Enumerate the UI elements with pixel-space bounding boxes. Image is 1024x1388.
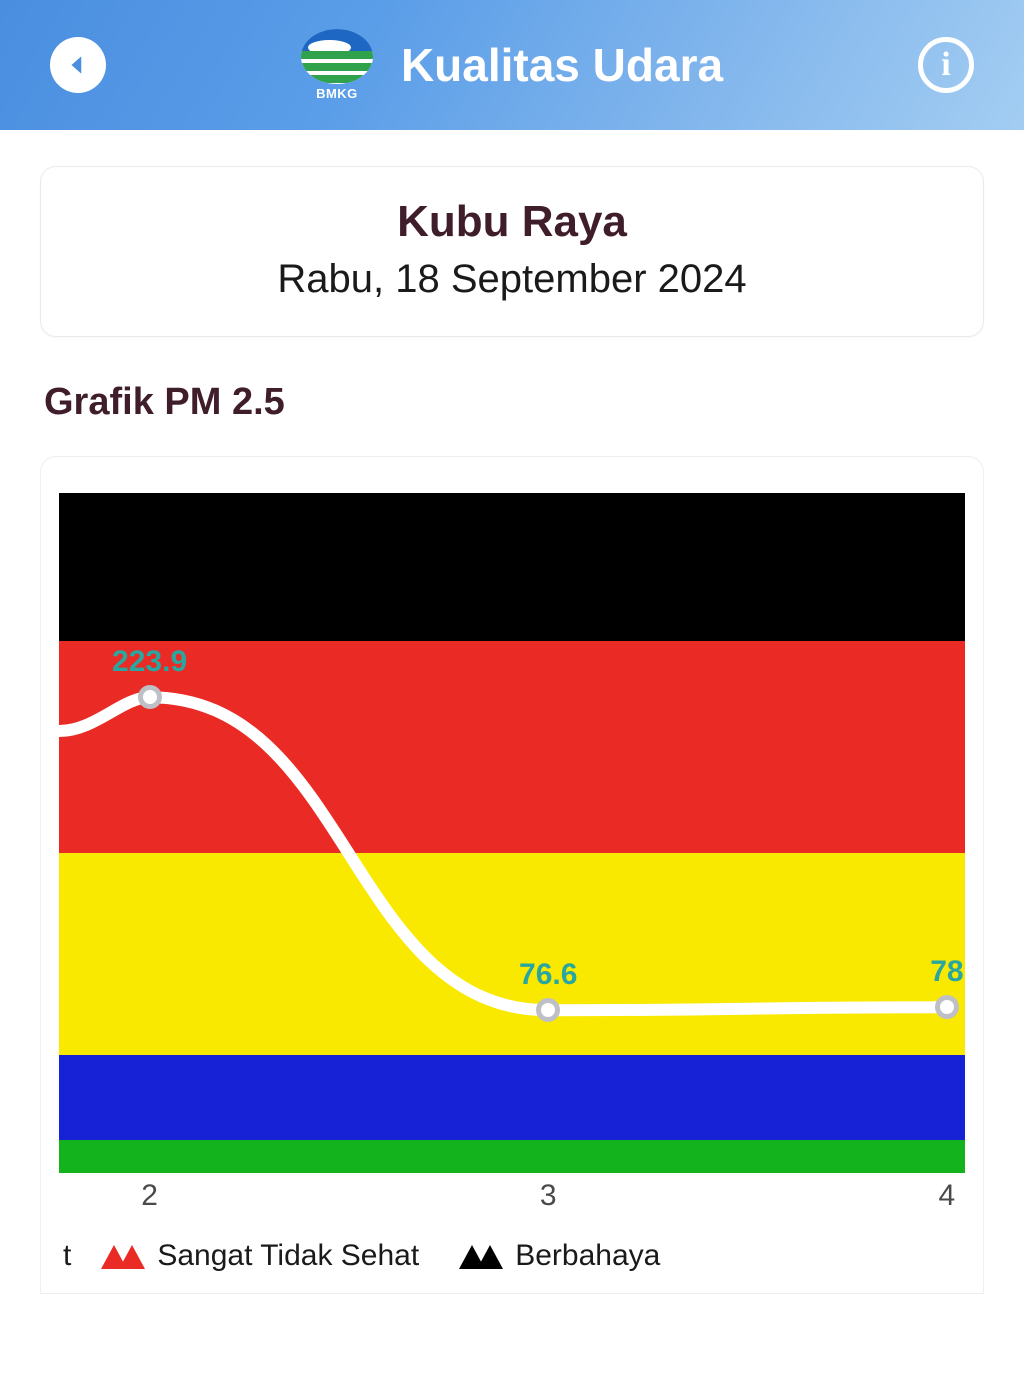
chart-point-label: 78 xyxy=(930,955,963,989)
legend-item-label: Sangat Tidak Sehat xyxy=(157,1239,419,1273)
back-button[interactable] xyxy=(50,37,106,93)
page-title: Kualitas Udara xyxy=(401,38,723,92)
chart-point-marker xyxy=(536,998,560,1022)
location-card: Kubu Raya Rabu, 18 September 2024 xyxy=(40,166,984,337)
chart-point-label: 223.9 xyxy=(112,645,187,679)
bmkg-logo: BMKG xyxy=(301,29,373,101)
chart-point-marker xyxy=(935,995,959,1019)
legend-item-label: Berbahaya xyxy=(515,1239,660,1273)
chart-x-tick: 2 xyxy=(141,1179,158,1213)
legend-item: Sangat Tidak Sehat xyxy=(101,1239,419,1273)
chart-band xyxy=(59,641,965,854)
chart-band xyxy=(59,1140,965,1173)
bmkg-logo-icon xyxy=(301,29,373,84)
legend-triangle-icon xyxy=(459,1243,503,1269)
legend-fragment: t xyxy=(63,1239,71,1273)
chart-band xyxy=(59,853,965,1055)
info-button[interactable]: i xyxy=(918,37,974,93)
app-header: BMKG Kualitas Udara i xyxy=(0,0,1024,130)
location-date: Rabu, 18 September 2024 xyxy=(61,257,963,302)
header-center: BMKG Kualitas Udara xyxy=(301,29,723,101)
chart-legend: t Sangat Tidak Sehat Berbahaya xyxy=(59,1239,965,1273)
chart-x-tick: 4 xyxy=(939,1179,956,1213)
chart-point-marker xyxy=(138,685,162,709)
info-icon: i xyxy=(941,46,950,84)
legend-item: Berbahaya xyxy=(459,1239,660,1273)
chart-band xyxy=(59,1055,965,1140)
bmkg-logo-label: BMKG xyxy=(301,86,373,101)
section-title: Grafik PM 2.5 xyxy=(44,381,984,424)
chart-x-tick: 3 xyxy=(540,1179,557,1213)
chart-point-label: 76.6 xyxy=(519,958,577,992)
pm25-chart: 223.9 76.6 78 xyxy=(59,493,965,1173)
chart-card: 223.9 76.6 78 2 3 4 t Sangat Tidak Sehat Berb… xyxy=(40,456,984,1294)
location-city: Kubu Raya xyxy=(61,197,963,247)
chart-x-axis: 2 3 4 xyxy=(59,1179,965,1227)
legend-triangle-icon xyxy=(101,1243,145,1269)
content: Kubu Raya Rabu, 18 September 2024 Grafik… xyxy=(0,130,1024,1294)
back-arrow-icon xyxy=(65,52,91,78)
chart-band xyxy=(59,493,965,641)
